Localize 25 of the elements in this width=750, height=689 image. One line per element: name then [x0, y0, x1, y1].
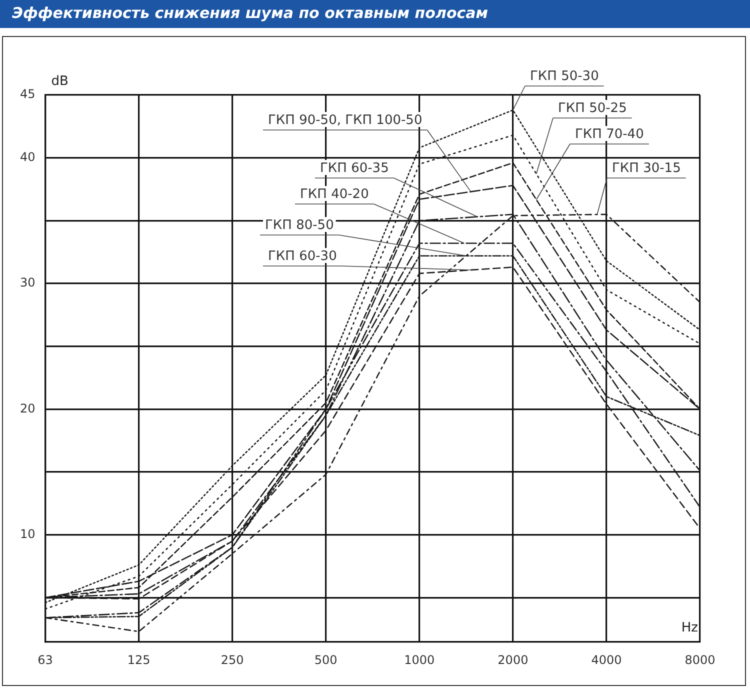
x-tick-label: 250: [220, 652, 244, 667]
text: ГКП 90-50, ГКП 100-50: [268, 113, 422, 128]
x-tick-label: 63: [38, 652, 53, 667]
y-tick-label: 10: [20, 526, 36, 541]
y-tick-label: 40: [20, 150, 36, 164]
y-tick-label: 30: [20, 276, 36, 290]
x-tick-label: 500: [314, 652, 338, 667]
y-tick-label: 20: [20, 401, 36, 416]
chart-title: Эффективность снижения шума по октавным полосам: [11, 3, 490, 22]
x-tick-label: 8000: [684, 652, 716, 667]
text: ГКП 80-50: [265, 218, 334, 233]
text: ГКП 60-35: [320, 161, 389, 176]
text: ГКП 40-20: [300, 187, 369, 202]
x-axis-title: Hz: [681, 620, 698, 636]
x-tick-label: 4000: [591, 652, 622, 667]
text: ГКП 60-30: [268, 249, 337, 264]
x-tick-label: 125: [127, 652, 150, 667]
y-tick-label: 45: [20, 87, 36, 102]
x-tick-label: 2000: [498, 652, 528, 667]
text: ГКП 70-40: [575, 127, 644, 142]
text: ГКП 50-30: [530, 69, 599, 84]
y-axis-title: dB: [51, 74, 68, 89]
x-tick-label: 1000: [404, 652, 435, 667]
text: ГКП 30-15: [612, 161, 681, 176]
text: ГКП 50-25: [558, 101, 627, 116]
